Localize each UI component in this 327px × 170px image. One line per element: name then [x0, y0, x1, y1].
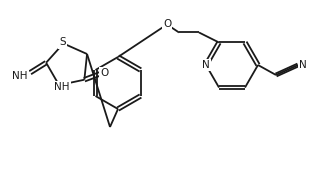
Text: S: S — [59, 37, 66, 47]
Text: N: N — [299, 60, 307, 70]
Text: O: O — [163, 20, 171, 29]
Text: NH: NH — [54, 82, 70, 92]
Text: O: O — [100, 68, 109, 78]
Text: N: N — [202, 60, 210, 70]
Text: NH: NH — [12, 71, 28, 81]
